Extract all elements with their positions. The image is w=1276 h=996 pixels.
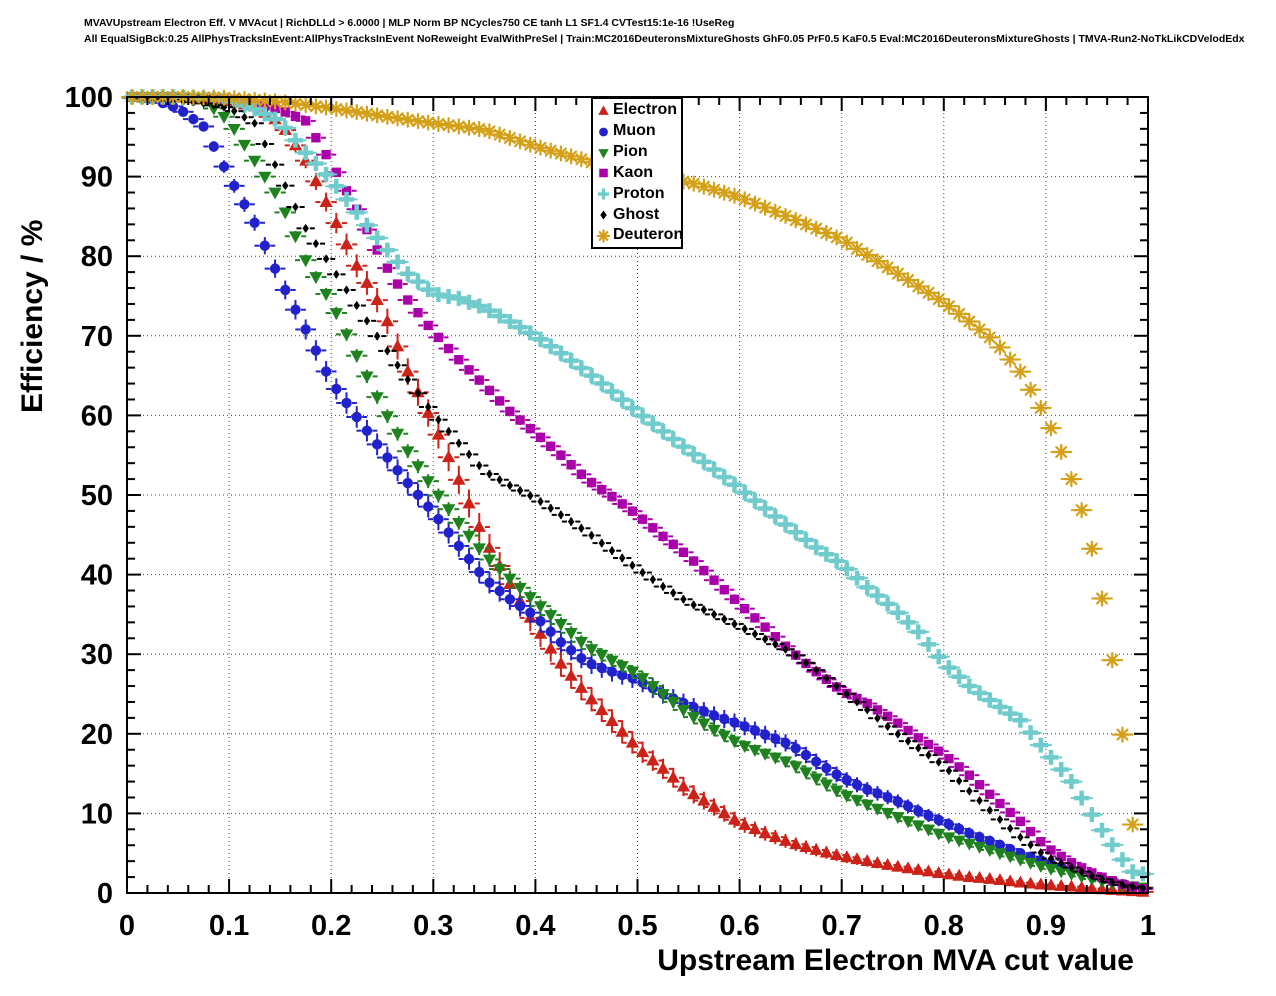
- x-tick-label: 0.1: [209, 910, 249, 942]
- y-tick-label: 30: [81, 639, 113, 671]
- x-axis-title: Upstream Electron MVA cut value: [657, 944, 1134, 977]
- x-tick-label: 0.9: [1026, 910, 1066, 942]
- series-ghost: [122, 92, 1153, 893]
- ghost-marker-icon: [600, 210, 607, 220]
- x-tick-label: 0: [119, 910, 135, 942]
- y-tick-label: 100: [65, 82, 113, 114]
- y-tick-label: 20: [81, 719, 113, 751]
- y-tick-label: 10: [81, 798, 113, 830]
- y-tick-label: 50: [81, 480, 113, 512]
- x-tick-label: 0.3: [413, 910, 453, 942]
- y-tick-label: 60: [81, 400, 113, 432]
- legend-item-electron: Electron: [596, 101, 681, 120]
- series-electron: [121, 90, 1154, 897]
- x-tick-label: 0.6: [719, 910, 759, 942]
- legend-item-muon: Muon: [596, 122, 681, 141]
- legend-label: Proton: [613, 184, 665, 202]
- legend-label: Deuteron: [613, 226, 684, 244]
- deuteron-marker-icon: [596, 229, 611, 243]
- legend: Electron Muon Pion Kaon Proton Ghost Deuteron: [591, 97, 683, 249]
- x-tick-label: 0.7: [822, 910, 862, 942]
- legend-item-pion: Pion: [596, 143, 681, 162]
- electron-marker-icon: [598, 105, 609, 115]
- plot-config-line-1: MVAVUpstream Electron Eff. V MVAcut | Ri…: [84, 17, 735, 29]
- kaon-marker-icon: [599, 169, 608, 178]
- legend-label: Muon: [613, 122, 656, 140]
- y-tick-label: 40: [81, 560, 113, 592]
- y-axis-title: Efficiency / %: [16, 219, 49, 413]
- x-tick-label: 1: [1140, 910, 1156, 942]
- y-tick-label: 0: [97, 878, 113, 910]
- series-pion: [121, 92, 1154, 895]
- pion-marker-icon: [598, 148, 609, 159]
- y-tick-label: 80: [81, 241, 113, 273]
- x-tick-label: 0.8: [924, 910, 964, 942]
- legend-item-kaon: Kaon: [596, 163, 681, 182]
- y-tick-label: 90: [81, 162, 113, 194]
- legend-label: Pion: [613, 143, 648, 161]
- y-tick-label: 70: [81, 321, 113, 353]
- legend-label: Ghost: [613, 205, 660, 223]
- tick-labels: 0 0.1 0.2 0.3 0.4 0.5 0.6 0.7 0.8 0.9 101020304050…: [65, 82, 1156, 942]
- x-tick-label: 0.5: [617, 910, 657, 942]
- x-tick-label: 0.2: [311, 910, 351, 942]
- legend-item-ghost: Ghost: [596, 205, 681, 224]
- legend-label: Kaon: [613, 163, 653, 181]
- series-deuteron: [121, 88, 1144, 833]
- x-tick-label: 0.4: [515, 910, 555, 942]
- proton-marker-icon: [598, 188, 609, 200]
- legend-item-deuteron: Deuteron: [596, 226, 684, 245]
- legend-label: Electron: [613, 101, 678, 119]
- legend-item-proton: Proton: [596, 184, 681, 203]
- muon-marker-icon: [599, 127, 608, 137]
- plot-config-line-2: All EqualSigBck:0.25 AllPhysTracksInEven…: [84, 33, 1245, 45]
